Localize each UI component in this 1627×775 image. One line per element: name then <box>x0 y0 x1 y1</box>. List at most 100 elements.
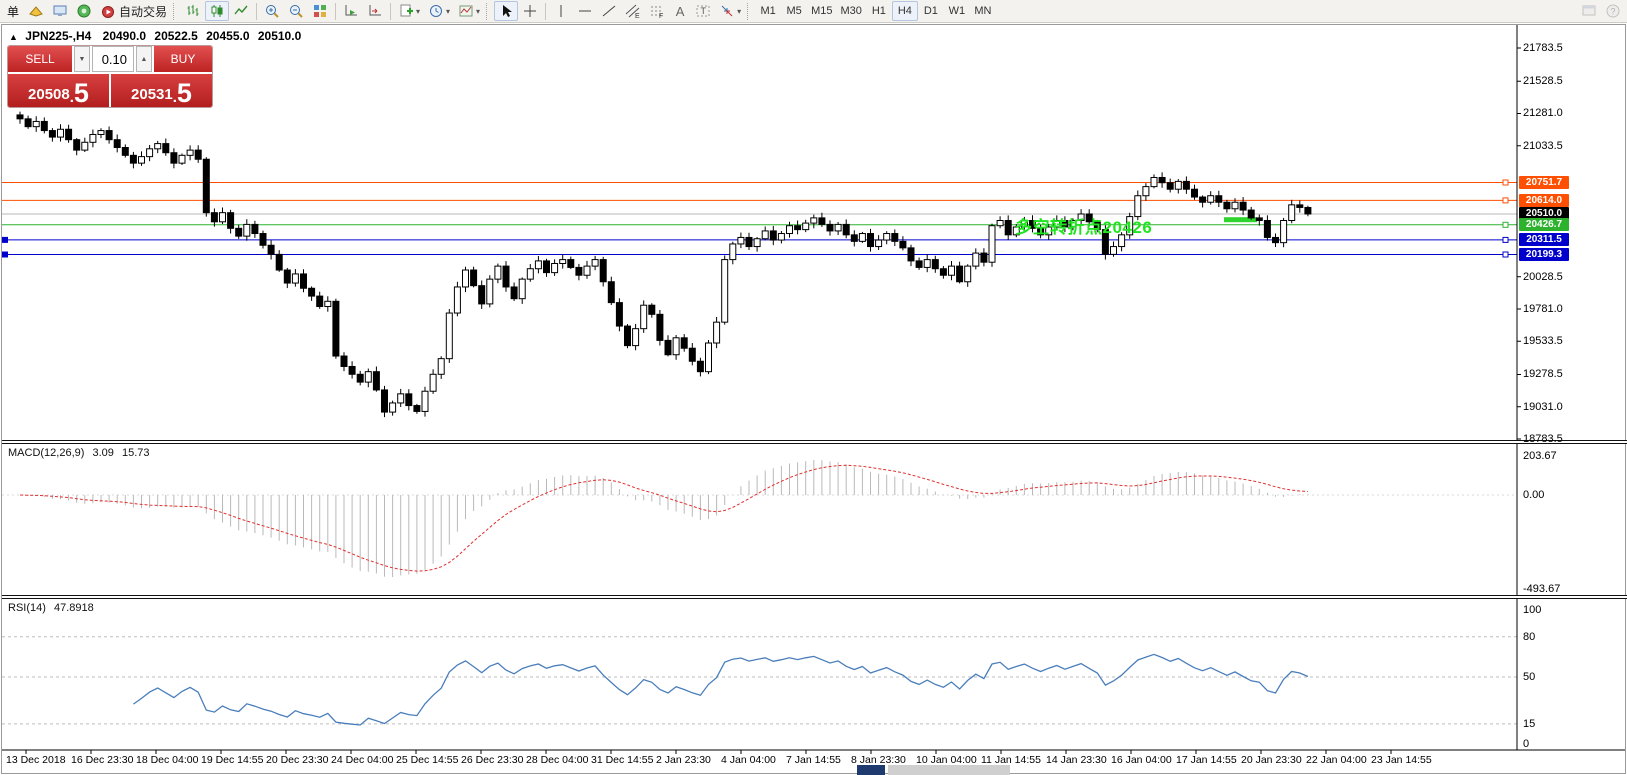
ohlc-open: 20490.0 <box>102 29 147 43</box>
zoom-in-icon[interactable] <box>260 1 284 21</box>
cursor-tool[interactable] <box>494 1 519 21</box>
zoom-out-icon[interactable] <box>284 1 308 21</box>
time-axis-label: 4 Jan 04:00 <box>721 754 776 766</box>
rsi-label: RSI(14) 47.8918 <box>8 602 94 614</box>
chart-window[interactable]: ▲ JPN225-,H4 20490.0 20522.5 20455.0 205… <box>1 24 1627 774</box>
price-level-tag: 20751.7 <box>1519 175 1569 189</box>
candlestick-series <box>16 111 1312 418</box>
macd-histogram <box>2 459 1517 578</box>
timeframe-h1[interactable]: H1 <box>871 5 886 17</box>
time-axis-label: 7 Jan 14:55 <box>786 754 841 766</box>
timeframe-w1[interactable]: W1 <box>948 5 966 17</box>
arrows-tool[interactable]: ▾ <box>715 1 745 21</box>
line-handle <box>1502 221 1509 228</box>
svg-text:E: E <box>635 13 640 19</box>
line-handle <box>2 251 8 258</box>
chart-shift-icon[interactable] <box>363 1 387 21</box>
price-level-tag: 20614.0 <box>1519 193 1569 207</box>
rsi-axis-level: 80 <box>1523 630 1536 643</box>
tile-windows-icon[interactable] <box>308 1 332 21</box>
rsi-axis-level: 50 <box>1523 671 1536 683</box>
new-chart-button[interactable]: ▾ <box>394 1 424 21</box>
macd-signal-line <box>19 464 1308 572</box>
timeframe-d1[interactable]: D1 <box>923 5 938 17</box>
price-axis-tick: 21281.0 <box>1523 107 1563 120</box>
autotrading-button[interactable]: 自动交易 <box>96 1 171 21</box>
chart-annotation-text[interactable]: 多空转折点20426 <box>1015 218 1153 237</box>
macd-label: MACD(12,26,9) 3.09 15.73 <box>8 447 150 459</box>
svg-text:?: ? <box>1611 7 1616 17</box>
timeframe-m5[interactable]: M5 <box>786 5 802 17</box>
symbol-period: JPN225-,H4 <box>25 29 92 43</box>
rsi-line <box>133 653 1309 726</box>
time-axis-label: 10 Jan 04:00 <box>916 754 977 766</box>
auto-scroll-icon[interactable] <box>339 1 363 21</box>
help-icon[interactable]: ? <box>1601 1 1625 21</box>
price-level-tag: 20199.3 <box>1519 247 1569 261</box>
time-axis-label: 23 Jan 14:55 <box>1371 754 1432 766</box>
line-handle <box>1502 179 1509 186</box>
periods-button[interactable]: ▾ <box>424 1 454 21</box>
price-axis-tick: 20028.5 <box>1523 270 1563 283</box>
sell-price[interactable]: 20508. 5 <box>8 74 109 108</box>
trendline-tool[interactable] <box>597 1 621 21</box>
volume-increase-button[interactable]: ▲ <box>136 46 152 72</box>
text-tool[interactable]: A <box>675 3 685 19</box>
line-handle <box>1502 197 1509 204</box>
time-axis-label: 24 Dec 04:00 <box>331 754 394 766</box>
thick-green-segment <box>1224 217 1257 223</box>
rsi-splitter[interactable] <box>2 595 1627 599</box>
line-handle <box>1502 236 1509 243</box>
timeframe-m15[interactable]: M15 <box>811 5 833 17</box>
rsi-axis-bottom: 0 <box>1523 738 1530 750</box>
volume-decrease-button[interactable]: ▼ <box>74 46 90 72</box>
buy-button[interactable]: BUY <box>154 46 212 72</box>
horizontal-line-tool[interactable] <box>573 1 597 21</box>
svg-text:T: T <box>701 6 707 16</box>
ohlc-low: 20455.0 <box>206 29 250 43</box>
sell-button[interactable]: SELL <box>8 46 72 72</box>
time-axis-label: 17 Jan 14:55 <box>1176 754 1237 766</box>
price-axis-tick: 19533.5 <box>1523 335 1563 348</box>
sell-price-int: 20508 <box>28 86 70 103</box>
price-axis-tick: 21528.5 <box>1523 75 1563 88</box>
rsi-panel <box>2 636 1517 726</box>
fibonacci-tool[interactable]: F <box>645 1 669 21</box>
vertical-line-tool[interactable] <box>549 1 573 21</box>
time-axis-label: 14 Jan 23:30 <box>1046 754 1107 766</box>
text-label-tool[interactable]: T <box>691 1 715 21</box>
line-handle <box>1502 251 1509 258</box>
toolbar-handle <box>486 2 490 20</box>
history-center-icon[interactable] <box>24 1 48 21</box>
market-watch-icon[interactable] <box>48 1 72 21</box>
navigator-icon[interactable] <box>72 1 96 21</box>
volume-input[interactable]: 0.10 <box>92 46 134 72</box>
templates-button[interactable]: ▾ <box>454 1 484 21</box>
time-axis-label: 16 Jan 04:00 <box>1111 754 1172 766</box>
sell-price-frac: 5 <box>73 78 89 108</box>
new-order-button[interactable]: 单 <box>6 4 19 19</box>
toolbar-handle <box>747 2 751 20</box>
time-axis-label: 25 Dec 14:55 <box>396 754 459 766</box>
macd-splitter[interactable] <box>2 440 1627 444</box>
timeframe-mn[interactable]: MN <box>974 5 992 17</box>
time-axis-label: 18 Dec 04:00 <box>136 754 199 766</box>
price-axis-tick: 21033.5 <box>1523 139 1563 152</box>
toolbar-handle <box>173 2 177 20</box>
autotrading-label: 自动交易 <box>119 4 168 19</box>
buy-price[interactable]: 20531. 5 <box>111 74 212 107</box>
current-price-tag: 20510.0 <box>1519 207 1569 221</box>
candlestick-chart-icon[interactable] <box>205 1 230 21</box>
window-icon[interactable] <box>1577 1 1601 21</box>
timeframe-h4[interactable]: H4 <box>891 1 918 21</box>
crosshair-tool[interactable] <box>518 1 542 21</box>
macd-axis-zero: 0.00 <box>1523 489 1545 501</box>
equidistant-channel-tool[interactable]: E <box>621 1 645 21</box>
chart-up-triangle-icon: ▲ <box>9 32 18 42</box>
line-chart-icon[interactable] <box>229 1 253 21</box>
bar-chart-icon[interactable] <box>181 1 205 21</box>
timeframe-m30[interactable]: M30 <box>840 5 862 17</box>
timeframe-m1[interactable]: M1 <box>760 5 776 17</box>
rsi-axis-top: 100 <box>1523 604 1542 616</box>
main-toolbar: 单 自动交易 ▾ ▾ <box>0 0 1627 23</box>
